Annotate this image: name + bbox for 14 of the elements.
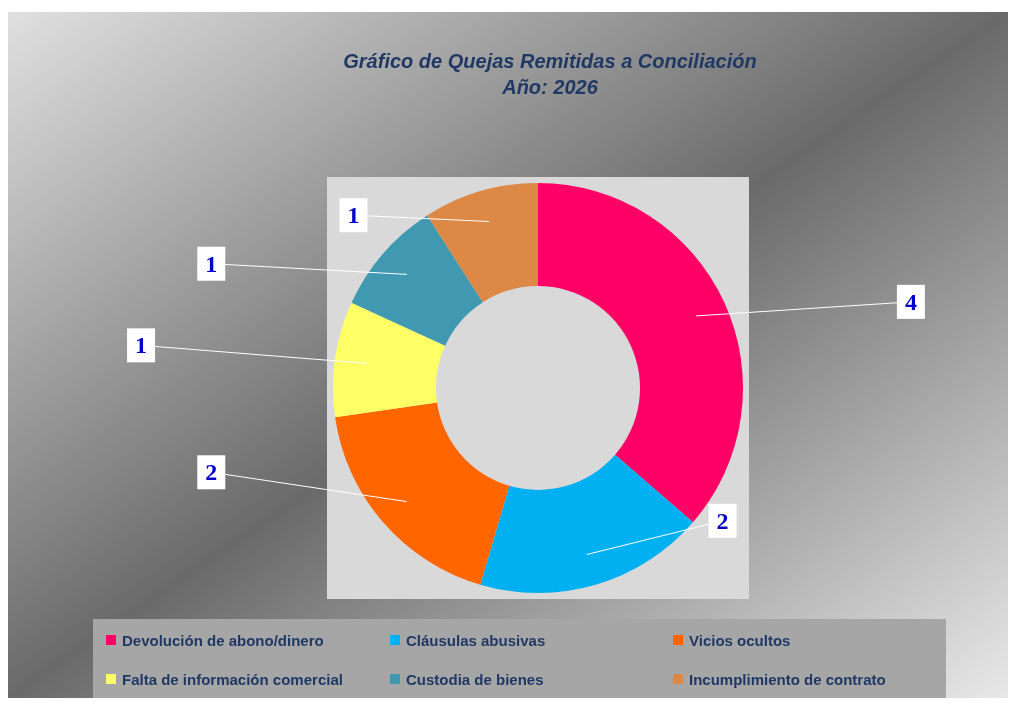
chart-title: Gráfico de Quejas Remitidas a Conciliación — [343, 50, 757, 72]
data-label: 1 — [205, 250, 218, 277]
data-label: 1 — [347, 202, 360, 229]
legend-label: Cláusulas abusivas — [406, 632, 546, 649]
legend-label: Devolución de abono/dinero — [122, 632, 324, 649]
legend-label: Custodia de bienes — [406, 671, 544, 688]
data-label: 2 — [716, 507, 729, 534]
data-label: 2 — [205, 459, 218, 486]
chart-subtitle: Año: 2026 — [501, 76, 599, 98]
legend-label: Incumplimiento de contrato — [689, 671, 886, 688]
data-label: 1 — [135, 332, 148, 359]
legend-label: Falta de información comercial — [122, 671, 343, 688]
data-label: 4 — [904, 288, 917, 315]
legend-label: Vicios ocultos — [689, 632, 791, 649]
